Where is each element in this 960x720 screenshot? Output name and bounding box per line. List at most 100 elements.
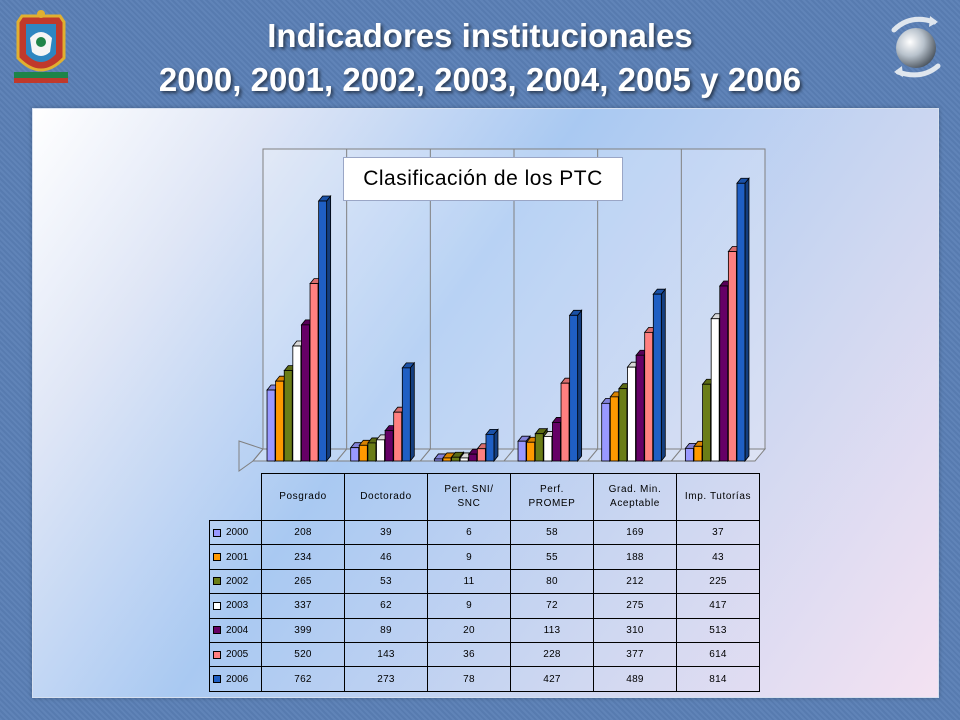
university-crest-icon <box>14 10 68 83</box>
table-cell: 228 <box>510 641 594 668</box>
bar-front <box>702 383 711 462</box>
bar-front <box>609 396 619 462</box>
bar <box>568 309 583 463</box>
bar-front <box>710 318 720 462</box>
legend-swatch <box>213 650 221 659</box>
bar-front <box>644 331 654 462</box>
table-cell: 43 <box>676 544 760 570</box>
bar <box>401 361 416 463</box>
chart-title: Clasificación de los PTC <box>343 157 623 201</box>
bar <box>459 451 473 463</box>
category-label: Doctorado <box>360 491 412 502</box>
table-cell: 188 <box>593 544 677 570</box>
data-table-body: 2000 208 39 6 58 169 37 2001 234 46 9 55 188 43 2002 26… <box>209 519 760 692</box>
bar-front <box>459 457 469 462</box>
table-stub <box>210 474 262 521</box>
bar-front <box>719 285 729 462</box>
bar-front <box>393 411 403 462</box>
category-label: Posgrado <box>279 491 327 502</box>
bar-front <box>552 422 561 462</box>
table-cell: 208 <box>261 519 345 546</box>
bar-front <box>569 314 579 462</box>
bar-front <box>517 440 527 462</box>
legend-entry: 2001 <box>209 544 262 570</box>
table-cell: 11 <box>427 568 511 595</box>
legend-label: 2004 <box>226 624 249 636</box>
bar-front <box>376 439 385 462</box>
table-row: 2006 762 273 78 427 489 814 <box>209 666 760 692</box>
data-table: Posgrado Doctorado Pert. SNI/SNC Perf. PROME… <box>209 473 760 692</box>
table-cell: 489 <box>593 666 677 692</box>
legend-swatch <box>213 601 221 610</box>
category-divider-floor <box>587 448 599 462</box>
bar-front <box>358 444 368 462</box>
table-row: 2001 234 46 9 55 188 43 <box>209 544 760 570</box>
bar-front <box>292 345 302 462</box>
bar-front <box>283 370 293 462</box>
table-cell: 399 <box>261 617 345 643</box>
table-row: 2005 520 143 36 228 377 614 <box>209 641 760 668</box>
bar-front <box>476 448 486 462</box>
bar-front <box>384 430 394 462</box>
table-row: 2000 208 39 6 58 169 37 <box>209 519 760 546</box>
table-cell: 513 <box>676 617 760 643</box>
legend-swatch <box>213 577 221 586</box>
bar-front <box>627 366 636 462</box>
table-row: 2003 337 62 9 72 275 417 <box>209 593 760 619</box>
slide-title: Indicadores institucionales 2000, 2001, … <box>90 14 870 102</box>
legend-label: 2002 <box>226 575 249 587</box>
category-divider-floor <box>503 448 515 462</box>
table-cell: 20 <box>427 617 511 643</box>
chart-panel: Clasificación de los PTC Posgrado Doctora… <box>32 108 939 698</box>
bar-front <box>526 441 536 462</box>
legend-label: 2005 <box>226 649 249 661</box>
bar-front <box>485 433 495 462</box>
bar-side <box>660 288 666 463</box>
category-divider-floor <box>336 448 348 462</box>
table-cell: 113 <box>510 617 594 643</box>
category-label: Imp. Tutorías <box>684 491 752 502</box>
category-divider-floor <box>670 448 682 462</box>
table-cell: 9 <box>427 544 511 570</box>
table-cell: 273 <box>344 666 428 692</box>
category-header: Imp. Tutorías <box>676 473 760 521</box>
table-cell: 72 <box>510 593 594 619</box>
bar-side <box>577 309 583 463</box>
category-label: Aceptable <box>610 498 660 509</box>
bar-front <box>560 382 570 462</box>
legend-entry: 2004 <box>209 617 262 643</box>
bar-chart <box>238 148 767 472</box>
table-row: 2004 399 89 20 113 310 513 <box>209 617 760 643</box>
legend-entry: 2003 <box>209 593 262 619</box>
table-cell: 9 <box>427 593 511 619</box>
bar-front <box>433 458 443 462</box>
category-header: Grad. Min. Aceptable <box>593 473 677 521</box>
table-cell: 814 <box>676 666 760 692</box>
bar-front <box>266 389 276 462</box>
table-cell: 37 <box>676 519 760 546</box>
bar-side <box>326 194 332 463</box>
table-cell: 310 <box>593 617 677 643</box>
bar-front <box>727 251 737 462</box>
category-header: Posgrado <box>261 473 345 521</box>
table-cell: 6 <box>427 519 511 546</box>
legend-swatch <box>213 674 221 683</box>
table-cell: 80 <box>510 568 594 595</box>
table-cell: 53 <box>344 568 428 595</box>
table-cell: 417 <box>676 593 760 619</box>
category-label: Perf. <box>539 484 565 495</box>
bar-front <box>442 457 452 462</box>
table-cell: 275 <box>593 593 677 619</box>
bar-side <box>409 361 415 463</box>
legend-label: 2001 <box>226 551 249 563</box>
data-table-header: Posgrado Doctorado Pert. SNI/SNC Perf. PROME… <box>210 473 760 521</box>
legend-entry: 2005 <box>209 641 262 668</box>
table-cell: 55 <box>510 544 594 570</box>
table-cell: 169 <box>593 519 677 546</box>
bar-front <box>693 445 703 462</box>
bar-front <box>618 388 628 462</box>
table-cell: 265 <box>261 568 345 595</box>
table-cell: 143 <box>344 641 428 668</box>
table-cell: 36 <box>427 641 511 668</box>
table-cell: 58 <box>510 519 594 546</box>
